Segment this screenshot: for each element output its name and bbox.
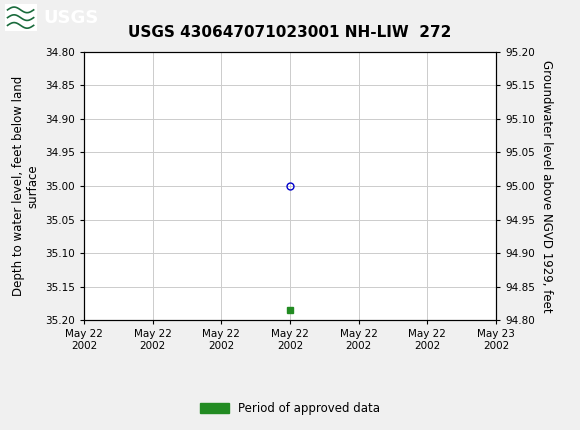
Legend: Period of approved data: Period of approved data — [195, 397, 385, 420]
Y-axis label: Groundwater level above NGVD 1929, feet: Groundwater level above NGVD 1929, feet — [541, 60, 553, 312]
Y-axis label: Depth to water level, feet below land
surface: Depth to water level, feet below land su… — [12, 76, 39, 296]
Text: USGS 430647071023001 NH-LIW  272: USGS 430647071023001 NH-LIW 272 — [128, 25, 452, 40]
Text: USGS: USGS — [44, 9, 99, 27]
FancyBboxPatch shape — [5, 4, 37, 31]
